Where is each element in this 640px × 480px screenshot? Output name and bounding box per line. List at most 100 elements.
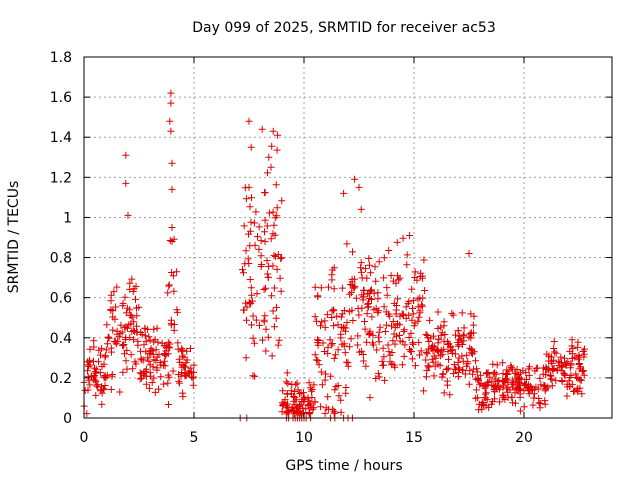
data-point xyxy=(394,320,401,328)
data-point xyxy=(110,288,118,296)
data-point xyxy=(264,333,272,341)
data-point xyxy=(168,185,176,193)
axis-ticks xyxy=(83,56,612,419)
data-point xyxy=(104,340,111,348)
data-point xyxy=(359,351,367,358)
data-point xyxy=(273,303,280,311)
data-point xyxy=(257,237,265,245)
data-point xyxy=(341,349,349,357)
data-point xyxy=(108,348,115,356)
data-point xyxy=(256,321,263,329)
data-point xyxy=(239,266,246,274)
data-point xyxy=(100,360,108,368)
data-point xyxy=(291,394,299,402)
data-point xyxy=(357,268,365,276)
data-point xyxy=(357,264,365,272)
data-point xyxy=(380,274,388,282)
data-point xyxy=(313,317,320,325)
data-point xyxy=(141,332,149,340)
data-point xyxy=(296,403,304,411)
data-point xyxy=(429,358,437,366)
y-tick-label: 1.2 xyxy=(50,170,72,186)
data-point xyxy=(147,345,155,353)
data-point xyxy=(382,321,390,329)
data-point xyxy=(454,373,462,381)
data-point xyxy=(145,384,153,392)
data-point xyxy=(122,357,130,365)
data-point xyxy=(265,209,273,217)
data-point xyxy=(334,321,342,329)
data-point xyxy=(328,340,336,347)
data-point xyxy=(541,382,548,390)
data-point xyxy=(91,368,99,376)
data-point xyxy=(492,370,500,378)
data-point xyxy=(403,251,411,259)
data-point xyxy=(338,310,346,318)
data-point xyxy=(170,321,178,328)
data-point xyxy=(267,235,275,243)
data-point xyxy=(418,302,426,310)
data-point xyxy=(330,285,338,293)
data-point xyxy=(364,290,372,298)
data-point xyxy=(371,263,379,271)
data-point xyxy=(472,386,480,394)
data-point xyxy=(249,372,257,380)
y-tick-label: 0.2 xyxy=(50,371,72,387)
data-point xyxy=(394,272,401,280)
data-point xyxy=(150,374,158,382)
data-point xyxy=(360,286,367,294)
data-point xyxy=(306,402,314,410)
data-point xyxy=(444,341,452,348)
data-point xyxy=(86,381,94,389)
data-point xyxy=(378,357,386,365)
data-point xyxy=(373,346,381,354)
data-point xyxy=(494,378,502,386)
data-point xyxy=(545,366,553,374)
data-point xyxy=(274,341,282,349)
data-point xyxy=(387,272,395,280)
data-point xyxy=(406,232,414,239)
data-point xyxy=(156,359,164,367)
y-tick-labels: 0 0.2 0.4 0.6 0.8 1 1.2 1.4 1.6 1.8 xyxy=(50,50,72,427)
data-point xyxy=(107,306,115,313)
data-point xyxy=(444,348,452,356)
data-point xyxy=(361,325,369,333)
data-point xyxy=(308,387,315,395)
data-point xyxy=(265,153,273,161)
data-point xyxy=(92,369,100,377)
data-point xyxy=(291,388,299,395)
data-point xyxy=(160,342,168,350)
data-point xyxy=(438,350,446,358)
data-point xyxy=(463,362,471,370)
data-point xyxy=(327,372,335,380)
data-point xyxy=(281,398,289,406)
data-point xyxy=(93,383,101,391)
data-point xyxy=(437,352,445,360)
data-point xyxy=(494,383,502,390)
data-point xyxy=(137,329,145,336)
data-point xyxy=(580,367,588,375)
data-point xyxy=(146,361,154,369)
data-point xyxy=(367,287,374,295)
data-point xyxy=(330,322,338,330)
data-point xyxy=(145,350,153,357)
data-point xyxy=(393,238,401,246)
data-point xyxy=(422,349,430,357)
data-point xyxy=(419,294,427,302)
data-point xyxy=(354,341,362,349)
data-point xyxy=(248,194,255,202)
data-point xyxy=(102,352,110,360)
data-point xyxy=(375,328,383,336)
data-point xyxy=(112,303,120,311)
data-point xyxy=(560,369,568,377)
data-point xyxy=(190,368,198,376)
data-point xyxy=(347,335,355,343)
data-point xyxy=(383,284,391,292)
data-point xyxy=(458,309,466,317)
data-point xyxy=(249,334,257,342)
chart-title: Day 099 of 2025, SRMTID for receiver ac5… xyxy=(192,20,496,36)
data-point xyxy=(272,314,280,322)
data-point xyxy=(407,329,415,337)
data-point xyxy=(525,371,533,379)
